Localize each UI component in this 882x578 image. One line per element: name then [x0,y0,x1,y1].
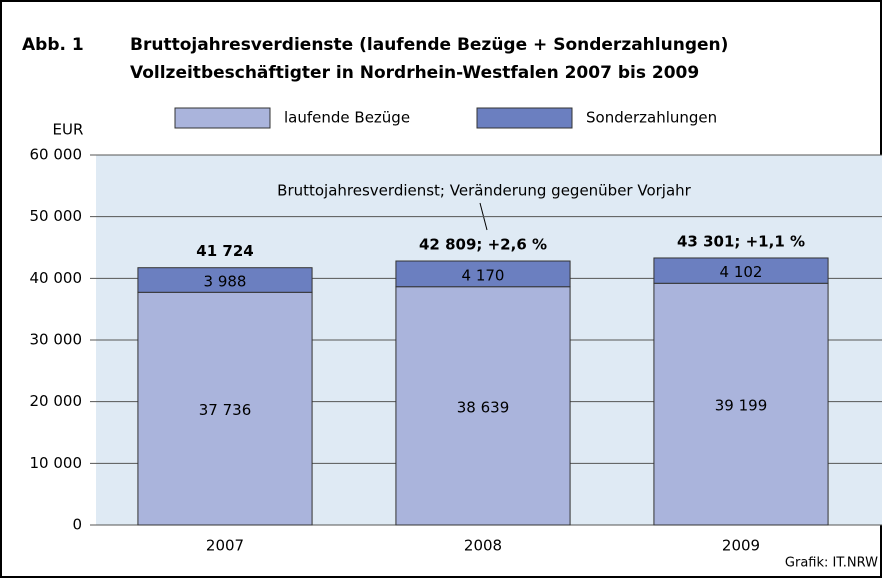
y-tick-label: 10 000 [30,454,83,472]
y-tick-label: 40 000 [30,269,83,287]
legend-label: Sonderzahlungen [586,109,717,127]
legend-swatch [174,107,271,129]
y-tick-label: 50 000 [30,207,83,225]
title-line: Vollzeitbeschäftigter in Nordrhein-Westf… [130,63,699,83]
value-label: 39 199 [715,397,768,415]
value-label: 4 170 [462,266,505,284]
source: Grafik: IT.NRW [785,556,878,571]
bar-segment [137,267,313,293]
bar-segment [395,286,571,526]
bar-segment [395,260,571,288]
value-label: 3 988 [204,272,247,290]
bar-segment [653,282,829,526]
annotation: Bruttojahresverdienst; Veränderung gegen… [277,182,692,200]
bar-segment [137,291,313,526]
y-axis-label: EUR [53,121,84,139]
title-line: Bruttojahresverdienste (laufende Bezüge … [130,35,728,55]
total-label: 41 724 [196,242,253,260]
value-label: 4 102 [720,263,763,281]
value-label: 37 736 [199,401,252,419]
total-label: 42 809; +2,6 % [419,236,547,254]
y-tick-label: 0 [72,516,82,534]
x-tick-label: 2007 [206,537,244,555]
figure-label: Abb. 1 [22,35,84,55]
y-tick-label: 60 000 [30,146,83,164]
y-tick-label: 30 000 [30,331,83,349]
value-label: 38 639 [457,398,510,416]
legend-label: laufende Bezüge [284,109,410,127]
total-label: 43 301; +1,1 % [677,232,805,250]
y-tick-label: 20 000 [30,392,83,410]
x-tick-label: 2009 [722,537,760,555]
bar-segment [653,257,829,284]
x-tick-label: 2008 [464,537,502,555]
legend-swatch [476,107,573,129]
